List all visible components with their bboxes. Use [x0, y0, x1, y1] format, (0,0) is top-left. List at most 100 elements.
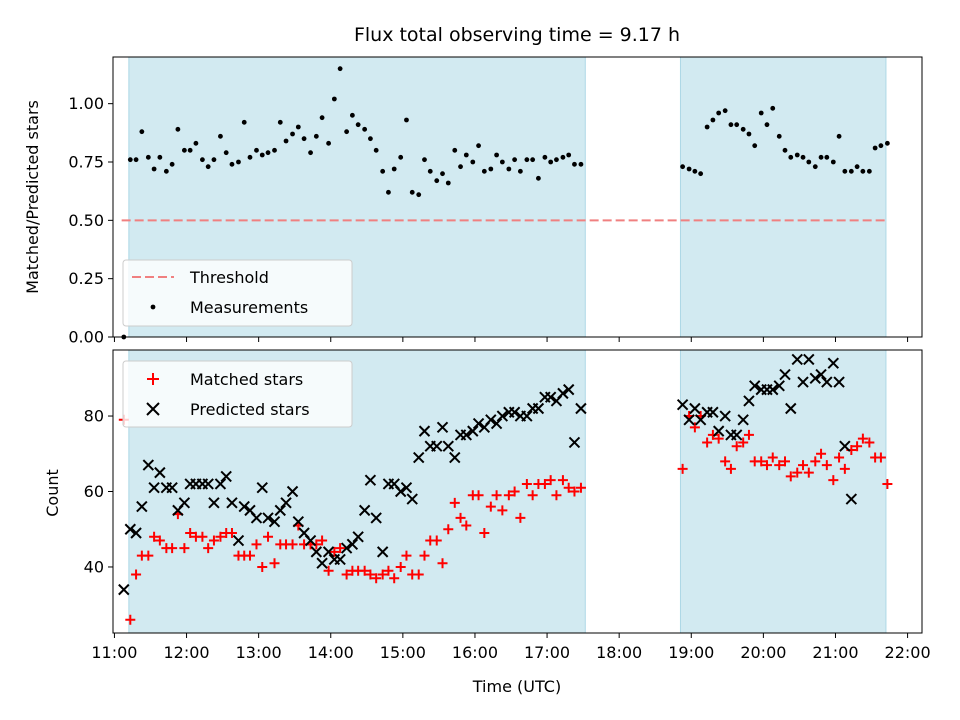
measurement-point	[848, 168, 854, 174]
predicted-star-point	[562, 383, 575, 396]
x-tick-label: 22:00	[885, 643, 931, 662]
matched-star-point	[449, 497, 460, 508]
predicted-star-point	[767, 383, 779, 396]
matched-star-point	[857, 433, 868, 444]
measurement-point	[272, 147, 277, 153]
predicted-star-point	[268, 515, 281, 528]
matched-star-point	[203, 543, 214, 554]
measurement-point	[686, 166, 692, 172]
matched-star-point	[443, 524, 454, 535]
measurement-point	[800, 154, 806, 160]
predicted-star-point	[485, 414, 497, 426]
matched-star-point	[780, 456, 791, 467]
predicted-star-point	[292, 515, 305, 528]
measurement-point	[331, 96, 337, 102]
top-y-tick-label: 1.00	[68, 94, 104, 113]
bottom-legend-box	[122, 360, 353, 428]
measurement-point	[218, 133, 223, 139]
predicted-star-point	[148, 482, 160, 494]
predicted-star-point	[208, 497, 220, 509]
measurement-point	[254, 147, 259, 153]
predicted-star-point	[154, 466, 166, 479]
matched-star-point	[521, 478, 532, 489]
predicted-star-point	[845, 493, 858, 505]
matched-star-point	[419, 550, 430, 561]
x-tick-label: 17:00	[524, 643, 570, 662]
measurement-point	[548, 159, 554, 165]
measurement-point	[710, 117, 716, 123]
matched-star-point	[491, 490, 502, 501]
x-tick-label: 14:00	[308, 643, 354, 662]
top-y-tick-label: 0.00	[68, 328, 104, 347]
matched-star-point	[864, 437, 875, 448]
measurement-point	[265, 150, 271, 156]
predicted-star-point	[346, 538, 359, 551]
matched-star-point	[226, 528, 237, 539]
matched-star-point	[539, 478, 550, 489]
measurement-point	[427, 168, 433, 174]
matched-star-point	[359, 565, 370, 576]
predicted-star-point	[262, 512, 274, 524]
measurement-point	[277, 119, 283, 125]
matched-star-point	[527, 490, 538, 501]
predicted-star-point	[490, 417, 503, 430]
x-tick-label: 21:00	[812, 643, 858, 662]
predicted-star-point	[394, 485, 407, 498]
measurement-point	[578, 161, 584, 167]
measurement-point	[175, 126, 181, 132]
matched-star-point	[263, 531, 274, 542]
measurement-point	[842, 168, 848, 174]
measurement-point	[764, 122, 770, 128]
bottom-y-tick-label: 40	[84, 557, 104, 576]
matched-star-point	[143, 550, 154, 561]
top-y-tick-label: 0.75	[68, 153, 104, 172]
predicted-star-point	[118, 583, 130, 596]
matched-star-point	[371, 573, 382, 584]
top-legend: Threshold Measurements	[122, 259, 353, 327]
matched-star-point	[563, 482, 574, 493]
measurement-point	[434, 178, 440, 184]
matched-star-point	[743, 429, 754, 440]
measurement-point	[734, 122, 740, 128]
measurement-point	[854, 164, 860, 170]
x-tick-label: 18:00	[596, 643, 642, 662]
matched-star-point	[756, 456, 767, 467]
predicted-star-point	[797, 376, 809, 388]
measurement-point	[776, 133, 782, 139]
x-tick-label: 19:00	[668, 643, 714, 662]
predicted-star-point	[310, 546, 323, 558]
matched-star-point	[365, 569, 376, 580]
x-tick-label: 12:00	[163, 643, 209, 662]
x-axis-label: Time (UTC)	[472, 677, 561, 696]
measurement-point	[187, 147, 193, 153]
matched-star-point	[821, 460, 832, 471]
matched-star-point	[167, 543, 178, 554]
measurement-point	[133, 157, 139, 163]
bottom-y-axis-label: Count	[43, 469, 62, 517]
predicted-star-point	[689, 402, 701, 415]
measurement-point	[373, 147, 379, 153]
matched-star-point	[816, 448, 827, 459]
matched-star-point	[828, 475, 839, 486]
measurement-point	[337, 66, 343, 72]
measurement-point	[542, 154, 548, 160]
matched-star-point	[208, 535, 219, 546]
predicted-star-point	[214, 478, 227, 490]
bottom-plot-frame	[112, 349, 923, 634]
measurement-point	[872, 145, 878, 151]
predicted-star-point	[256, 482, 268, 494]
predicted-star-point	[785, 402, 797, 415]
measurement-point	[259, 152, 265, 158]
measurement-point	[283, 138, 289, 144]
measurement-point	[866, 168, 872, 174]
matched-star-point	[785, 471, 796, 482]
measurement-point	[458, 164, 463, 170]
measurement-point	[200, 157, 205, 163]
matched-star-point	[131, 569, 142, 580]
predicted-star-point	[749, 380, 761, 392]
measurement-point	[560, 154, 566, 160]
matched-star-point	[251, 539, 262, 550]
predicted-star-point	[496, 410, 509, 422]
predicted-star-point	[376, 546, 389, 558]
